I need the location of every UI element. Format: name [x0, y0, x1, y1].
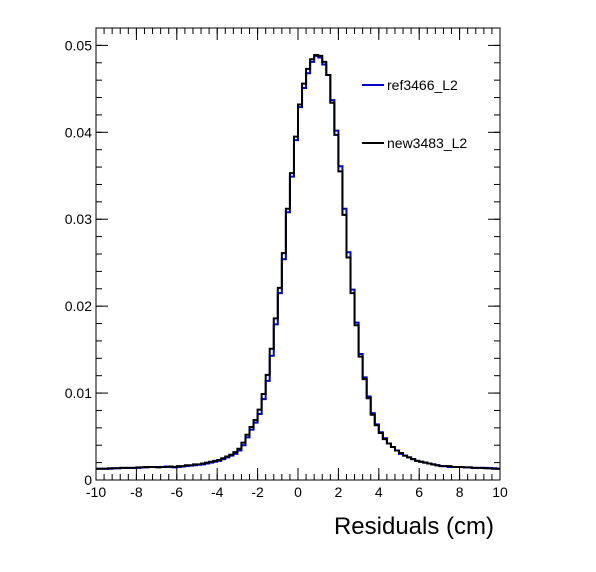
- legend-label: new3483_L2: [387, 135, 467, 151]
- y-tick-label: 0.02: [65, 298, 92, 314]
- y-tick-label: 0.01: [65, 385, 92, 401]
- y-tick-label: 0.04: [65, 124, 92, 140]
- frame: [95, 27, 501, 481]
- x-tick-label: -8: [130, 484, 143, 500]
- x-axis-label: Residuals (cm): [334, 513, 494, 540]
- x-tick-label: 10: [492, 484, 508, 500]
- x-tick-label: -2: [251, 484, 264, 500]
- y-tick-label: 0.05: [65, 37, 92, 53]
- x-tick-label: 6: [415, 484, 423, 500]
- y-tick-label: 0.03: [65, 211, 92, 227]
- legend-label: ref3466_L2: [387, 77, 458, 93]
- x-tick-label: -6: [171, 484, 184, 500]
- x-tick-label: 4: [375, 484, 383, 500]
- axis-ticks: -10 -8 -6 -4 -2 0 2 4 6 8 10 0 0.01 0.02 0.03 0.04 0.05: [65, 27, 508, 500]
- y-tick-label: 0: [84, 472, 92, 488]
- series-layer: [96, 53, 500, 470]
- series-line-new3483_L2: [96, 53, 500, 470]
- x-tick-label: 8: [456, 484, 464, 500]
- x-tick-label: 0: [294, 484, 302, 500]
- x-tick-label: -10: [86, 484, 106, 500]
- x-tick-label: 2: [335, 484, 343, 500]
- x-tick-label: -4: [211, 484, 224, 500]
- legend: ref3466_L2 new3483_L2: [362, 77, 467, 151]
